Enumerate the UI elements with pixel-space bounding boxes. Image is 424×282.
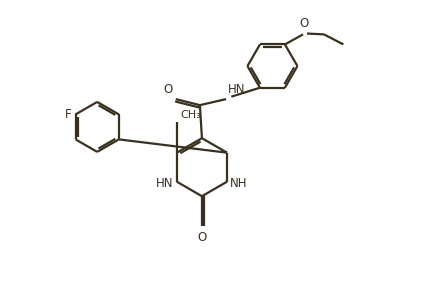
Text: O: O [197, 231, 206, 244]
Text: O: O [299, 17, 309, 30]
Text: HN: HN [156, 177, 173, 190]
Text: O: O [163, 83, 173, 96]
Text: HN: HN [228, 83, 245, 96]
Text: NH: NH [230, 177, 248, 190]
Text: F: F [65, 108, 72, 121]
Text: CH₃: CH₃ [181, 111, 201, 120]
